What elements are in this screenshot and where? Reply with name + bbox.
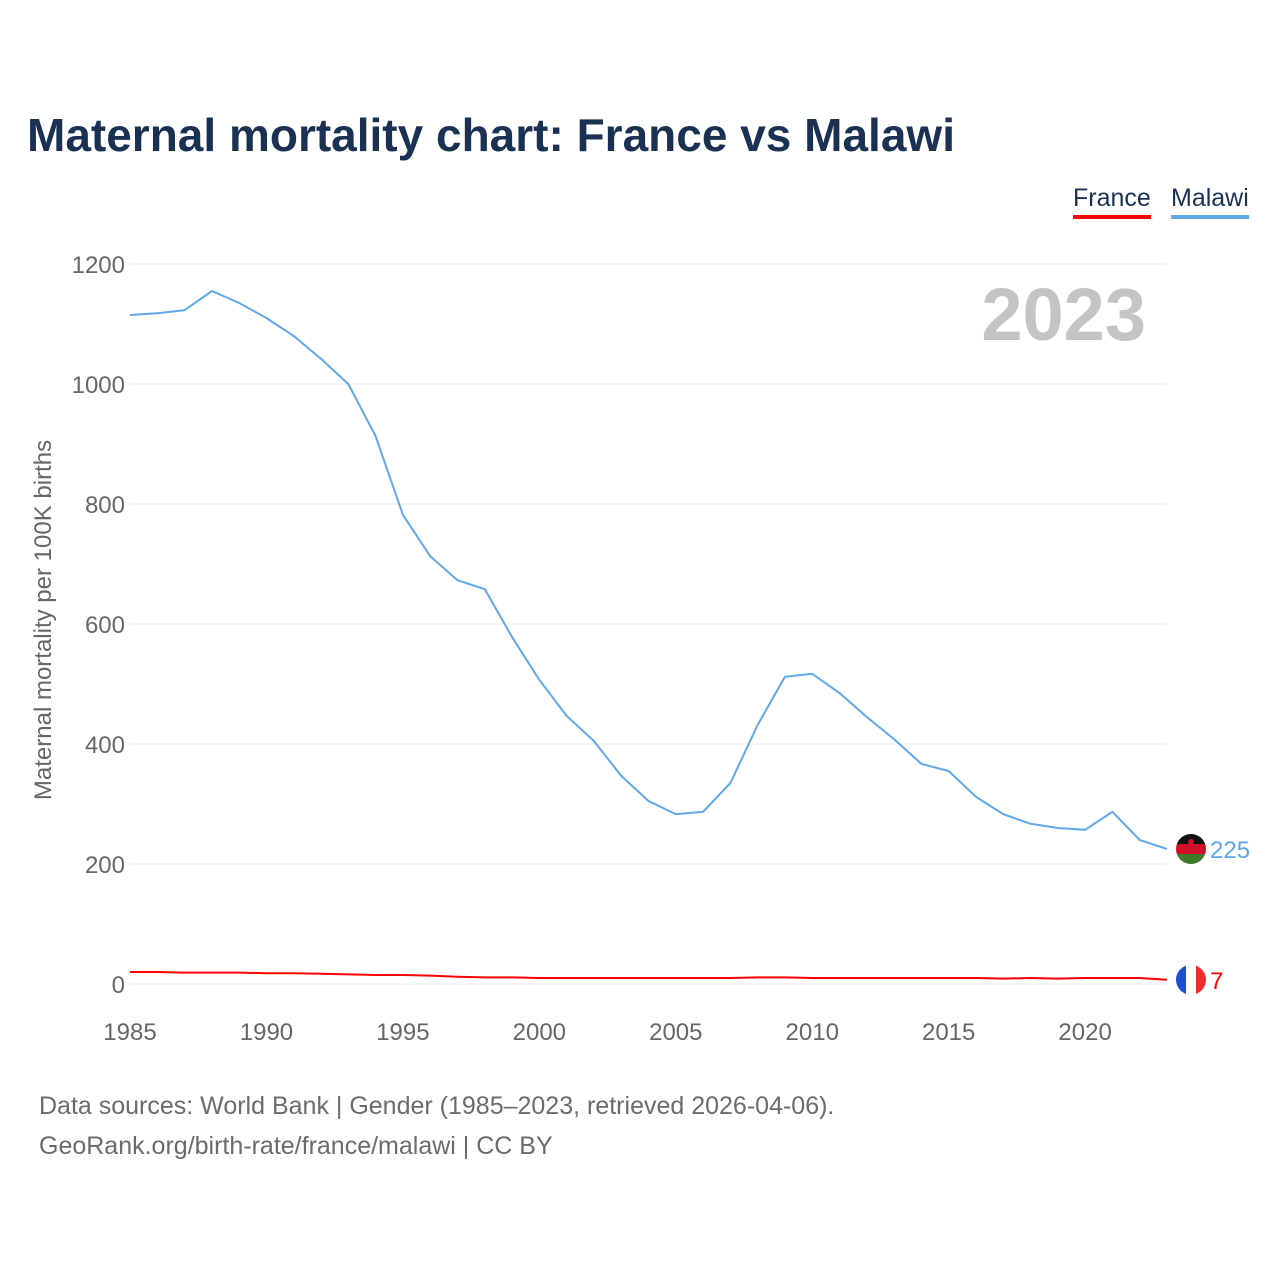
y-tick-label: 600 (85, 612, 125, 639)
y-tick-label: 200 (85, 852, 125, 879)
series-line-malawi (129, 289, 1168, 850)
end-value-label-france: 7 (1210, 968, 1223, 995)
x-tick-label: 2020 (1058, 1019, 1111, 1046)
legend-france[interactable]: France (1073, 184, 1151, 219)
chart-title: Maternal mortality chart: France vs Mala… (27, 109, 955, 161)
source-link[interactable]: GeoRank.org/birth-rate/france/malawi | C… (39, 1132, 553, 1160)
series-line-france (130, 971, 1168, 981)
y-tick-label: 0 (112, 972, 125, 999)
end-value-label-malawi: 225 (1210, 837, 1250, 864)
y-axis-label: Maternal mortality per 100K births (30, 440, 57, 800)
footer: Data sources: World Bank | Gender (1985–… (39, 1086, 834, 1166)
malawi-flag-icon (1176, 834, 1206, 864)
y-tick-label: 1000 (72, 372, 125, 399)
y-tick-label: 400 (85, 732, 125, 759)
x-tick-label: 1985 (103, 1019, 156, 1046)
france-flag-icon (1176, 964, 1206, 995)
x-tick-label: 2000 (513, 1019, 566, 1046)
x-tick-label: 2015 (922, 1019, 975, 1046)
x-tick-label: 1995 (376, 1019, 429, 1046)
x-tick-label: 1990 (240, 1019, 293, 1046)
data-source-text: Data sources: World Bank | Gender (1985–… (39, 1092, 835, 1120)
y-tick-label: 800 (85, 492, 125, 519)
x-tick-label: 2005 (649, 1019, 702, 1046)
x-tick-label: 2010 (786, 1019, 839, 1046)
legend-malawi[interactable]: Malawi (1171, 184, 1249, 219)
year-label: 2023 (981, 273, 1146, 356)
y-tick-label: 1200 (72, 252, 125, 279)
